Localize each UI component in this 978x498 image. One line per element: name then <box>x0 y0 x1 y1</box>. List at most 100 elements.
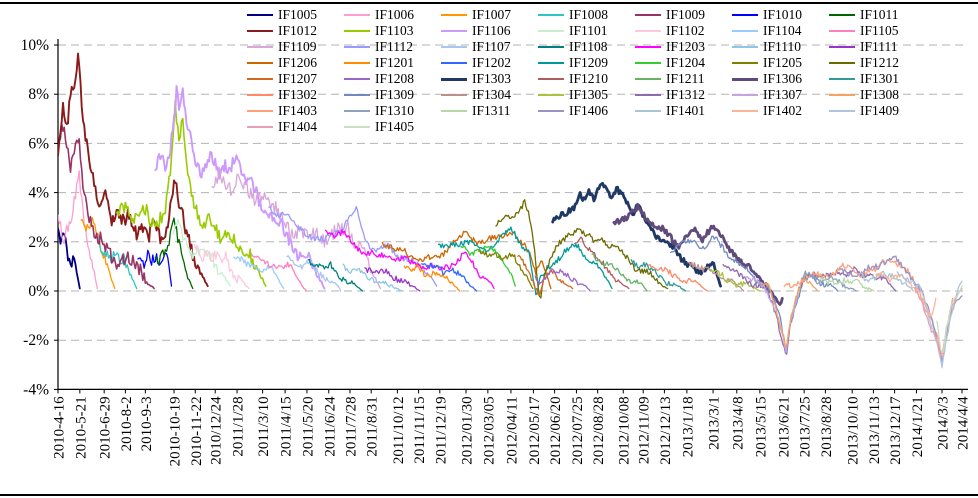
legend-item-IF1304: IF1304 <box>441 87 538 103</box>
x-tick-label: 2013/8/28 <box>819 396 835 457</box>
series-line-IF1106 <box>154 85 326 290</box>
legend-item-IF1109: IF1109 <box>247 39 344 55</box>
x-tick-label: 2010/12/24 <box>209 396 225 465</box>
legend-line-swatch <box>344 126 370 128</box>
series-line-IF1202 <box>421 262 478 292</box>
series-line-IF1007 <box>80 217 116 290</box>
series-line-IF1201 <box>403 264 461 292</box>
x-tick-label: 2012/01/30 <box>460 396 476 464</box>
legend-line-swatch <box>635 94 661 96</box>
x-tick-label: 2011/7/28 <box>343 396 359 456</box>
legend-item-IF1312: IF1312 <box>635 87 732 103</box>
x-tick-label: 2013/1/18 <box>680 396 696 457</box>
legend-item-IF1405: IF1405 <box>344 119 441 135</box>
legend-label: IF1210 <box>569 71 609 86</box>
legend-line-swatch <box>344 30 370 32</box>
legend-item-IF1202: IF1202 <box>441 55 538 71</box>
legend-label: IF1307 <box>763 87 803 102</box>
legend-label: IF1405 <box>375 119 415 134</box>
series-line-IF1203 <box>324 229 495 290</box>
legend-label: IF1207 <box>278 71 318 86</box>
legend-item-IF1102: IF1102 <box>635 23 732 39</box>
y-tick-label: -2% <box>23 332 49 349</box>
series-line-IF1110 <box>342 263 403 292</box>
x-tick-label: 2010-4-16 <box>52 396 68 459</box>
legend-item-IF1401: IF1401 <box>635 103 732 119</box>
legend-item-IF1009: IF1009 <box>635 7 732 23</box>
series-line-IF1208 <box>534 268 591 292</box>
legend-line-swatch <box>538 14 564 16</box>
legend-label: IF1012 <box>278 23 318 38</box>
legend-item-IF1104: IF1104 <box>732 23 829 39</box>
legend-label: IF1103 <box>375 23 414 38</box>
legend-item-IF1305: IF1305 <box>538 87 635 103</box>
legend-label: IF1206 <box>278 55 318 70</box>
legend-label: IF1106 <box>472 23 511 38</box>
legend-line-swatch <box>732 46 758 48</box>
legend-item-IF1406: IF1406 <box>538 103 635 119</box>
legend-line-swatch <box>538 110 564 112</box>
series-line-IF1109 <box>211 167 382 290</box>
legend-line-swatch <box>732 30 758 32</box>
legend-line-swatch <box>829 62 855 64</box>
legend-label: IF1404 <box>278 119 318 134</box>
legend-line-swatch <box>344 110 370 112</box>
legend: IF1005 IF1006 IF1007 IF1008 IF1009 IF1010 IF10… <box>247 7 926 135</box>
legend-line-swatch <box>538 78 564 80</box>
legend-label: IF1303 <box>472 71 512 86</box>
legend-label: IF1006 <box>375 7 415 22</box>
x-tick-label: 2011/3/10 <box>256 396 272 456</box>
legend-line-swatch <box>344 94 370 96</box>
legend-item-IF1106: IF1106 <box>441 23 538 39</box>
legend-item-IF1201: IF1201 <box>344 55 441 71</box>
x-tick-label: 2010-5-21 <box>73 396 89 459</box>
series-line-IF1310 <box>801 270 858 292</box>
legend-line-swatch <box>829 110 855 112</box>
legend-line-swatch <box>441 62 467 64</box>
legend-label: IF1301 <box>860 71 900 86</box>
legend-label: IF1309 <box>375 87 415 102</box>
legend-line-swatch <box>635 62 661 64</box>
series-line-IF1104 <box>233 255 285 290</box>
x-tick-label: 2012/10/08 <box>617 396 633 464</box>
legend-item-IF1005: IF1005 <box>247 7 344 23</box>
legend-item-IF1207: IF1207 <box>247 71 344 87</box>
legend-label: IF1406 <box>569 103 609 118</box>
series-line-IF1212 <box>495 199 669 299</box>
legend-line-swatch <box>247 78 273 80</box>
legend-line-swatch <box>344 78 370 80</box>
x-tick-label: 2010-9-3 <box>139 396 155 451</box>
legend-item-IF1302: IF1302 <box>247 87 344 103</box>
series-line-IF1012 <box>58 52 209 288</box>
x-tick-label: 2014/4/4 <box>956 396 972 450</box>
x-tick-label: 2011/11/15 <box>412 396 428 463</box>
legend-item-IF1306: IF1306 <box>732 71 829 87</box>
legend-line-swatch <box>732 14 758 16</box>
legend-item-IF1103: IF1103 <box>344 23 441 39</box>
x-tick-label: 2013/6/21 <box>776 396 792 457</box>
series-line-IF1204 <box>460 245 516 287</box>
series-line-IF1302 <box>648 263 709 292</box>
legend-line-swatch <box>538 62 564 64</box>
legend-label: IF1104 <box>763 23 802 38</box>
legend-label: IF1110 <box>763 39 802 54</box>
legend-line-swatch <box>732 62 758 64</box>
series-line-IF1105 <box>250 253 307 292</box>
x-tick-label: 2010-8-2 <box>119 396 135 451</box>
legend-label: IF1311 <box>472 103 511 118</box>
series-line-IF1102 <box>193 244 250 290</box>
legend-item-IF1105: IF1105 <box>829 23 926 39</box>
legend-label: IF1105 <box>860 23 899 38</box>
y-tick-label: 4% <box>28 185 49 202</box>
legend-item-IF1011: IF1011 <box>829 7 926 23</box>
x-tick-label: 2012/05/17 <box>527 396 543 465</box>
legend-line-swatch <box>441 110 467 112</box>
y-tick-label: 2% <box>28 234 49 251</box>
legend-label: IF1011 <box>860 7 899 22</box>
x-tick-label: 2010-11-22 <box>189 396 205 465</box>
legend-label: IF1305 <box>569 87 609 102</box>
legend-item-IF1205: IF1205 <box>732 55 829 71</box>
x-tick-label: 2013/10/10 <box>846 396 862 464</box>
legend-label: IF1108 <box>569 39 608 54</box>
